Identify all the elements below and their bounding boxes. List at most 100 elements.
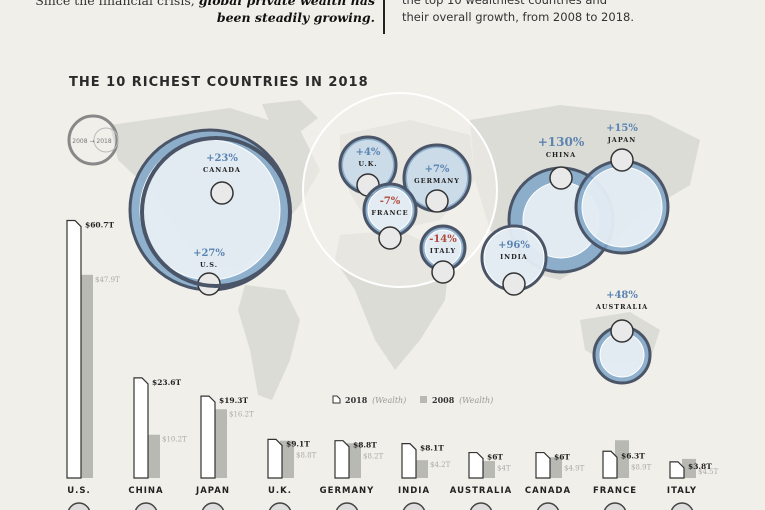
value-label-2018-japan: $19.3T bbox=[219, 396, 248, 405]
category-label-australia: AUSTRALIA bbox=[450, 486, 512, 496]
flag-india-icon bbox=[402, 502, 426, 510]
growth-label-italy: -14% bbox=[429, 234, 457, 245]
svg-text:2018 (Wealth): 2018 (Wealth) bbox=[345, 395, 406, 405]
bar-2008-france bbox=[615, 440, 629, 478]
bar-2018-japan bbox=[200, 395, 216, 479]
legend-2008-suffix: (Wealth) bbox=[459, 396, 493, 405]
value-label-2008-china: $10.2T bbox=[162, 436, 187, 444]
legend-2018-suffix: (Wealth) bbox=[372, 396, 406, 405]
bar-2018-india bbox=[401, 443, 417, 479]
value-label-2008-canada: $4.9T bbox=[564, 465, 585, 473]
bar-2018-france bbox=[602, 450, 618, 479]
growth-label-china: +130% bbox=[538, 135, 585, 149]
value-label-2008-india: $4.2T bbox=[430, 461, 451, 469]
value-label-2018-india: $8.1T bbox=[420, 444, 444, 453]
category-label-italy: ITALY bbox=[667, 486, 697, 496]
intro-text-left: Since the financial crisis, global priva… bbox=[0, 0, 375, 26]
category-label-u-s: U.S. bbox=[67, 486, 90, 496]
flag-australia-icon bbox=[469, 502, 493, 510]
value-label-2018-germany: $8.8T bbox=[353, 441, 377, 450]
growth-country-china: CHINA bbox=[546, 151, 576, 159]
bar-2018-italy bbox=[669, 461, 685, 479]
growth-label-germany: +7% bbox=[425, 164, 450, 175]
legend-2008-swatch bbox=[420, 396, 427, 403]
category-label-canada: CANADA bbox=[525, 486, 571, 496]
flag-china-icon bbox=[134, 502, 158, 510]
value-label-2008-u-s: $47.9T bbox=[95, 276, 120, 284]
bar-2018-u-s bbox=[66, 219, 82, 479]
map-legend: 2008 → 2018 bbox=[67, 114, 119, 166]
value-label-2018-u-k: $9.1T bbox=[286, 439, 310, 448]
growth-label-u-s: +27% bbox=[193, 248, 225, 259]
svg-text:2008 (Wealth): 2008 (Wealth) bbox=[432, 395, 493, 405]
value-labels: $60.7T $47.9T $23.6T $10.2T $19.3T $16.2T $9.1… bbox=[85, 221, 719, 476]
map-flag-canada-icon bbox=[210, 181, 234, 205]
growth-country-u-s: U.S. bbox=[200, 261, 218, 269]
growth-ring-inner-germany bbox=[407, 148, 467, 208]
growth-country-india: INDIA bbox=[500, 253, 528, 261]
map-flag-china-icon bbox=[549, 166, 573, 190]
bar-2008-china bbox=[146, 434, 160, 478]
value-label-2008-australia: $4T bbox=[497, 465, 511, 473]
map-flag-italy-icon bbox=[431, 260, 455, 284]
category-label-germany: GERMANY bbox=[320, 486, 375, 496]
growth-country-italy: ITALY bbox=[430, 247, 456, 255]
bar-2008-u-k bbox=[280, 440, 294, 478]
legend-2018-label: 2018 bbox=[345, 395, 368, 405]
value-label-2008-france: $8.9T bbox=[631, 463, 652, 471]
growth-label-canada: +23% bbox=[206, 153, 238, 164]
chart-title: THE 10 RICHEST COUNTRIES IN 2018 bbox=[69, 75, 369, 90]
bar-2008-japan bbox=[213, 409, 227, 478]
growth-country-germany: GERMANY bbox=[414, 177, 460, 185]
greenland-shape bbox=[262, 100, 318, 132]
category-label-china: CHINA bbox=[128, 486, 163, 496]
bar-2018-china bbox=[133, 377, 149, 479]
legend-2018-swatch bbox=[332, 395, 341, 404]
growth-ring-inner-u-k bbox=[343, 140, 393, 190]
growth-country-japan: JAPAN bbox=[607, 136, 637, 144]
flag-germany-icon bbox=[335, 502, 359, 510]
map-flag-india-icon bbox=[502, 272, 526, 296]
bar-2008-india bbox=[414, 460, 428, 478]
bar-2008-australia bbox=[481, 461, 495, 478]
map-flag-france-icon bbox=[378, 226, 402, 250]
value-label-2008-u-k: $8.8T bbox=[296, 451, 317, 459]
map-flag-australia-icon bbox=[610, 319, 634, 343]
flag-canada-icon bbox=[536, 502, 560, 510]
bar-2018-u-k bbox=[267, 438, 283, 479]
bar-2008-canada bbox=[548, 457, 562, 478]
intro-text-right: the top 10 wealthiest countries and thei… bbox=[402, 0, 742, 26]
value-label-2018-canada: $6T bbox=[554, 453, 570, 462]
bars bbox=[66, 219, 696, 479]
bar-2008-u-s bbox=[79, 274, 93, 478]
map-flag-germany-icon bbox=[425, 189, 449, 213]
category-label-india: INDIA bbox=[398, 486, 430, 496]
flag-u-s-icon bbox=[67, 502, 91, 510]
value-label-2018-australia: $6T bbox=[487, 453, 503, 462]
growth-labels: +23% CANADA +27% U.S. +4% U.K. +7% GERMANY -7% FR… bbox=[193, 123, 648, 311]
growth-ring-us-outer bbox=[140, 136, 292, 288]
growth-label-australia: +48% bbox=[606, 290, 638, 301]
map-flag-japan-icon bbox=[610, 148, 634, 172]
growth-country-canada: CANADA bbox=[203, 166, 241, 174]
category-label-japan: JAPAN bbox=[195, 486, 230, 496]
flag-france-icon bbox=[603, 502, 627, 510]
bar-2018-canada bbox=[535, 451, 551, 479]
category-labels: U.S. CHINA JAPAN U.K. GERMANY INDIA AUSTRALIA C… bbox=[67, 486, 697, 496]
value-label-2018-u-s: $60.7T bbox=[85, 221, 114, 230]
growth-country-australia: AUSTRALIA bbox=[595, 303, 648, 311]
value-label-2008-germany: $8.2T bbox=[363, 453, 384, 461]
intro-plain: Since the financial crisis, bbox=[35, 0, 195, 8]
growth-ring-inner-japan bbox=[581, 166, 663, 248]
category-label-u-k: U.K. bbox=[268, 486, 292, 496]
growth-label-u-k: +4% bbox=[356, 147, 381, 158]
intro-right-line1: the top 10 wealthiest countries and bbox=[402, 0, 607, 7]
intro-divider bbox=[383, 0, 385, 34]
growth-label-france: -7% bbox=[380, 196, 401, 207]
bar-2018-australia bbox=[468, 451, 484, 479]
value-label-2008-italy: $4.5T bbox=[698, 468, 719, 476]
map-legend-text: 2008 → 2018 bbox=[72, 138, 112, 145]
bar-2008-italy bbox=[682, 458, 696, 478]
flag-italy-icon bbox=[670, 502, 694, 510]
